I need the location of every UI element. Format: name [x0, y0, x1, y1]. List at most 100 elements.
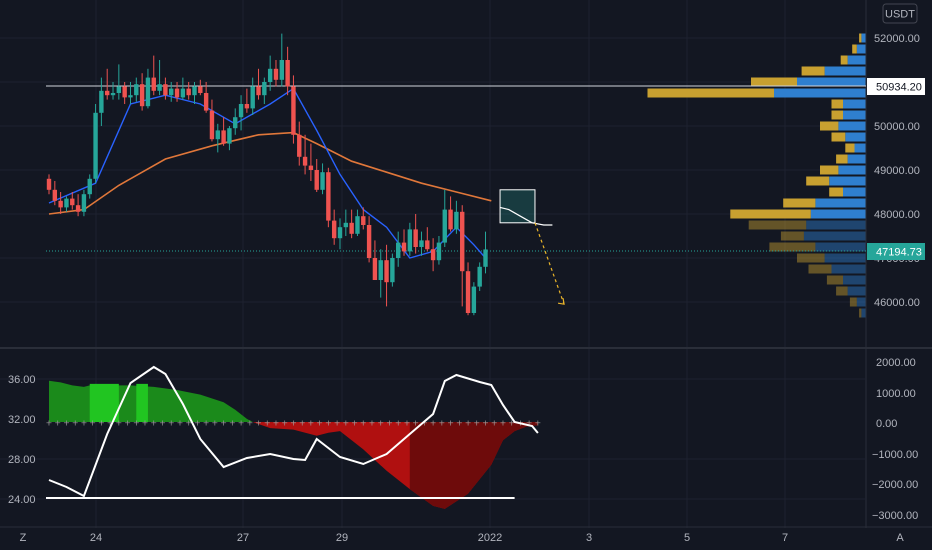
zero-line-marker: + — [229, 419, 236, 428]
volume-profile-bar-up — [824, 253, 866, 263]
candle-body — [477, 266, 482, 287]
volume-profile-bar-up — [845, 132, 866, 142]
volume-profile-bar-down — [829, 187, 843, 197]
volume-profile-bar-up — [861, 33, 866, 43]
candle-body — [291, 86, 296, 135]
zero-line-marker: + — [447, 419, 454, 428]
candle-body — [419, 240, 424, 247]
volume-profile-bar-down — [797, 253, 825, 263]
zero-line-marker: + — [194, 419, 201, 428]
currency-badge[interactable]: USDT — [882, 3, 918, 24]
candle-body — [116, 86, 122, 93]
zero-line-marker: + — [404, 419, 411, 428]
volume-profile-bar-down — [783, 198, 816, 208]
zero-line-marker: + — [491, 419, 498, 428]
candle-body — [465, 271, 471, 313]
volume-profile-bar-up — [797, 77, 866, 87]
candle-body — [233, 117, 238, 129]
candle-body — [442, 209, 447, 243]
candle-body — [227, 128, 232, 144]
candle-body — [273, 68, 279, 80]
volume-profile-bar-down — [831, 132, 846, 142]
zero-line-marker: + — [500, 419, 507, 428]
osc-right-tick: 2000.00 — [876, 357, 916, 369]
zero-line-marker: + — [465, 419, 472, 428]
osc-right-tick: 1000.00 — [876, 388, 916, 400]
osc-right-tick: −2000.00 — [872, 479, 918, 491]
annotation-rectangle[interactable] — [499, 189, 536, 224]
candle-body — [209, 110, 215, 140]
candle-body — [169, 88, 174, 96]
projection-arrow[interactable] — [534, 222, 565, 305]
candle-body — [221, 130, 226, 144]
candle-body — [139, 84, 145, 107]
osc-left-tick: 24.00 — [8, 494, 36, 506]
candle-body — [390, 258, 395, 283]
volume-profile-bar-down — [836, 154, 848, 164]
volume-profile-bar-down — [647, 88, 774, 98]
volume-profile-bar-up — [843, 99, 866, 109]
candle-body — [314, 170, 319, 190]
candlestick-series[interactable] — [46, 33, 488, 316]
oscillator-right-axis[interactable]: 2000.00 1000.00 0.00 −1000.00 −2000.00 −… — [872, 357, 918, 522]
volume-profile-bar-up — [815, 242, 866, 252]
volume-profile-bar-up — [856, 297, 866, 307]
zero-line-marker: + — [535, 419, 542, 428]
projected-path-line[interactable] — [499, 206, 553, 226]
currency-label: USDT — [885, 9, 915, 21]
time-axis[interactable]: 24 27 29 2022 3 5 7 — [90, 532, 788, 544]
candle-body — [70, 198, 75, 206]
timezone-button[interactable]: Z — [20, 532, 27, 544]
osc-left-tick: 28.00 — [8, 454, 36, 466]
volume-profile-bar-up — [843, 187, 866, 197]
volume-profile-bar-down — [831, 99, 843, 109]
candle-body — [471, 286, 477, 313]
candle-body — [99, 90, 104, 113]
candle-body — [192, 86, 197, 96]
candle-body — [320, 172, 325, 190]
volume-profile-bar-up — [854, 143, 866, 153]
auto-scale-button[interactable]: A — [896, 532, 904, 544]
candle-body — [87, 178, 92, 195]
osc-right-tick: −3000.00 — [872, 510, 918, 522]
zero-line-marker: + — [395, 419, 402, 428]
zero-line-marker: + — [456, 419, 463, 428]
volume-profile-bar-up — [856, 44, 866, 54]
candle-body — [448, 209, 453, 230]
zero-line-marker: + — [177, 419, 184, 428]
level-price-badge: 50934.20 — [867, 78, 925, 95]
volume-profile-bar-down — [748, 220, 807, 230]
time-label: 24 — [90, 532, 102, 544]
zero-line-marker: + — [150, 419, 157, 428]
price-tick: 52000.00 — [874, 33, 920, 45]
volume-profile-bar-up — [806, 220, 866, 230]
oscillator-histogram — [49, 380, 538, 509]
time-label: 3 — [586, 532, 592, 544]
last-price-badge: 47194.73 — [867, 243, 925, 260]
volume-profile-bar-up — [861, 308, 866, 318]
candle-body — [145, 77, 151, 107]
zero-line-marker: + — [316, 419, 323, 428]
candle-body — [174, 88, 180, 98]
volume-profile-bar-up — [847, 154, 866, 164]
zero-line-marker: + — [220, 419, 227, 428]
candle-body — [483, 249, 488, 267]
zero-line-marker: + — [360, 419, 367, 428]
candle-body — [413, 229, 418, 247]
zero-line-marker: + — [508, 419, 515, 428]
candle-body — [58, 200, 63, 208]
candle-body — [157, 84, 162, 91]
price-tick: 46000.00 — [874, 297, 920, 309]
zero-line-marker: + — [115, 419, 122, 428]
oscillator-line — [48, 365, 539, 498]
candle-body — [349, 222, 354, 234]
zero-line-marker: + — [526, 419, 533, 428]
volume-profile-bar-down — [859, 33, 862, 43]
candle-body — [425, 240, 430, 250]
candle-body — [64, 198, 69, 208]
volume-profile-bar-down — [751, 77, 797, 87]
zero-line-marker: + — [421, 419, 428, 428]
zero-line-marker: + — [308, 419, 315, 428]
volume-profile-bar-up — [843, 110, 866, 120]
